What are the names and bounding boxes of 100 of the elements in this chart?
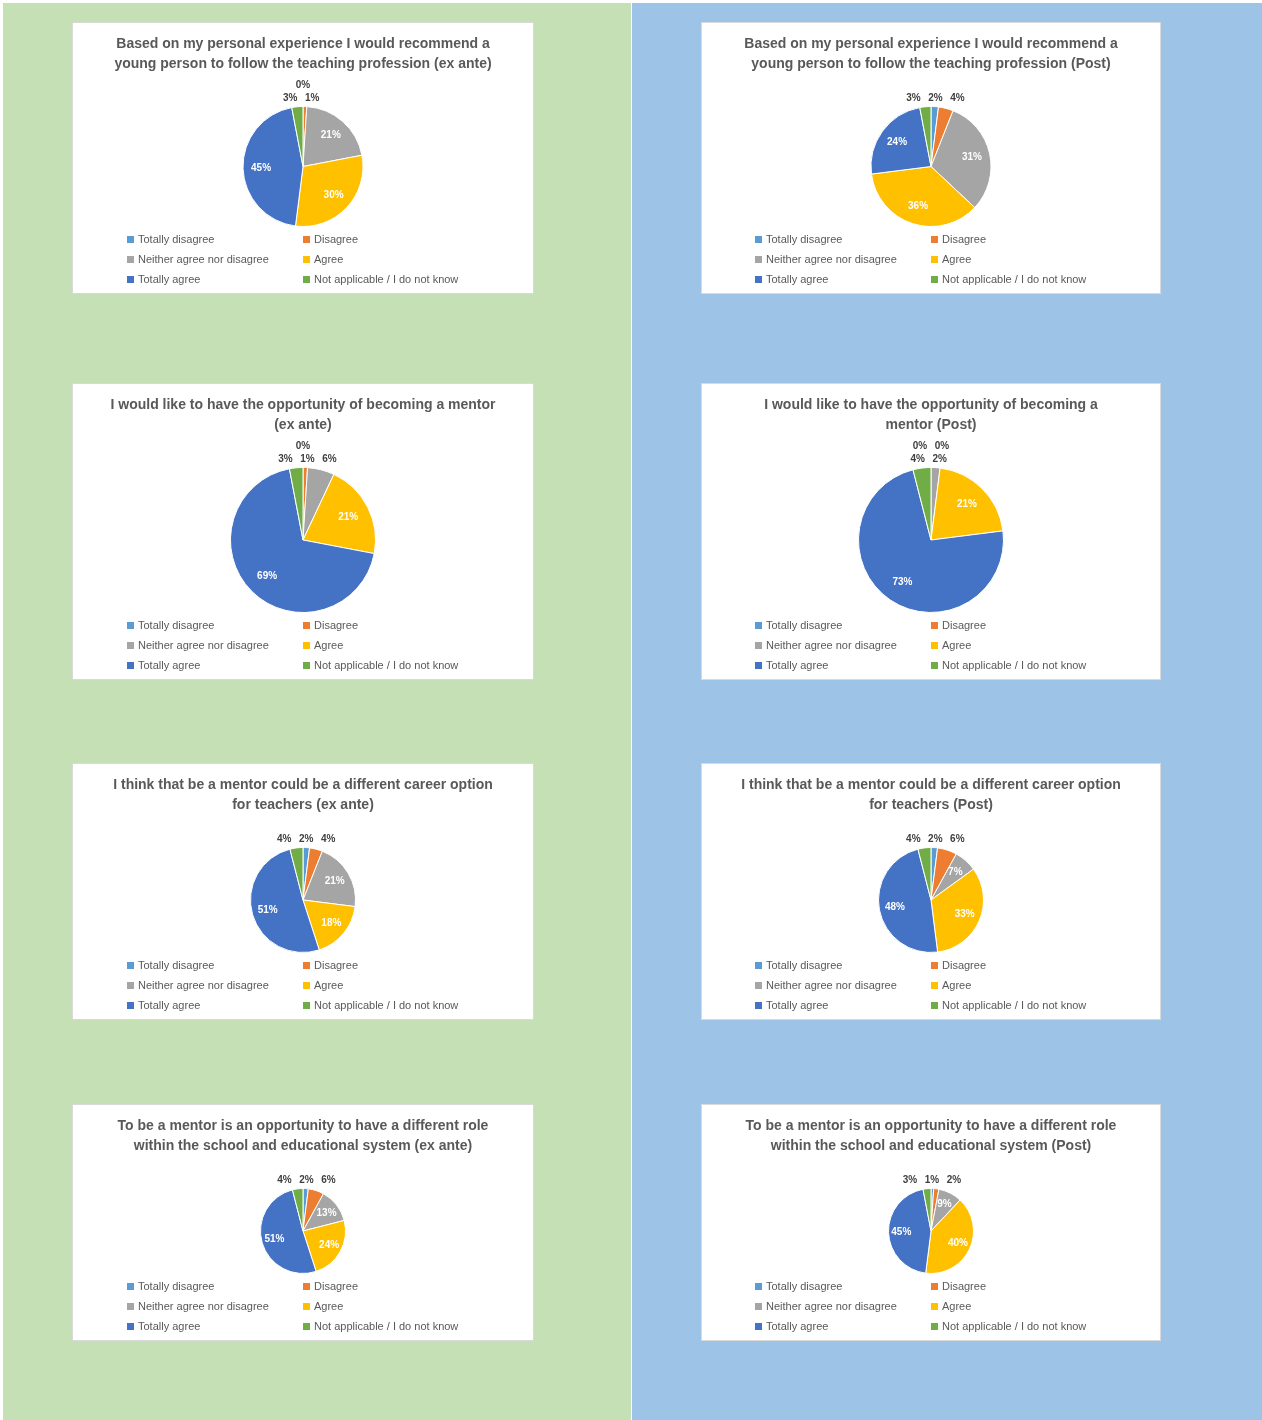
legend-label: Neither agree nor disagree — [137, 639, 270, 651]
chart-title: I would like to have the opportunity of becoming a mentor (ex ante) — [109, 395, 497, 434]
data-label: 1% — [304, 92, 320, 104]
legend-label: Agree — [941, 253, 973, 265]
legend-label: Disagree — [941, 233, 988, 245]
legend-label: Totally disagree — [765, 233, 844, 245]
data-label: 3% — [278, 453, 293, 465]
legend-label: Totally agree — [765, 273, 830, 285]
data-label: 24% — [887, 135, 908, 147]
legend-label: Not applicable / I do not know — [941, 999, 1088, 1011]
legend-label: Neither agree nor disagree — [765, 253, 898, 265]
legend-label: Totally agree — [765, 999, 830, 1011]
data-label: 2% — [299, 833, 314, 845]
data-label: 36% — [908, 200, 929, 212]
data-label: 21% — [324, 875, 345, 887]
data-label: 73% — [892, 575, 913, 587]
legend-label: Disagree — [941, 959, 988, 971]
data-label: 48% — [884, 900, 906, 912]
data-label: 21% — [956, 497, 977, 509]
legend-label: Agree — [941, 639, 973, 651]
legend-label: Not applicable / I do not know — [313, 999, 460, 1011]
data-label: 6% — [321, 1174, 336, 1186]
chart-title: I think that be a mentor could be a different career option for teachers (Post) — [740, 775, 1122, 814]
legend-label: Neither agree nor disagree — [765, 1300, 898, 1312]
data-label: 31% — [961, 151, 983, 163]
data-label: 2% — [299, 1174, 314, 1186]
data-label: 7% — [948, 866, 963, 878]
legend-label: Totally agree — [137, 999, 202, 1011]
legend-label: Disagree — [941, 1280, 988, 1292]
data-label: 18% — [321, 917, 342, 929]
legend-label: Totally agree — [137, 659, 202, 671]
legend-label: Neither agree nor disagree — [137, 253, 270, 265]
legend-label: Agree — [313, 639, 345, 651]
data-label: 4% — [321, 833, 336, 845]
data-label: 3% — [902, 1174, 918, 1186]
chart-title: Based on my personal experience I would recommend a young person to follow the teaching profession (Post) — [743, 34, 1119, 73]
legend-label: Neither agree nor disagree — [137, 1300, 270, 1312]
legend-label: Agree — [941, 1300, 973, 1312]
legend-label: Agree — [313, 979, 345, 991]
legend-label: Totally disagree — [137, 619, 216, 631]
text: 0% — [934, 440, 950, 452]
data-label: 51% — [257, 904, 278, 915]
data-label: 45% — [251, 161, 272, 173]
data-label: 4% — [277, 1174, 292, 1186]
legend-label: Totally disagree — [137, 1280, 216, 1292]
chart-title: To be a mentor is an opportunity to have a different role within the school and educational system (ex ante) — [116, 1116, 490, 1155]
legend-label: Totally agree — [137, 1320, 202, 1332]
data-label: 21% — [320, 128, 341, 140]
legend-label: Not applicable / I do not know — [313, 659, 460, 671]
legend-label: Neither agree nor disagree — [137, 979, 270, 991]
text: 0% — [295, 79, 311, 91]
legend-label: Agree — [313, 253, 345, 265]
data-label: 33% — [954, 908, 975, 920]
data-label: 1% — [924, 1174, 940, 1186]
data-label: 69% — [257, 569, 278, 581]
data-label: 4% — [950, 92, 965, 104]
chart-title: I would like to have the opportunity of becoming a mentor (Post) — [763, 395, 1099, 434]
data-label: 2% — [928, 833, 943, 845]
legend-label: Totally disagree — [137, 959, 216, 971]
legend-label: Neither agree nor disagree — [765, 639, 898, 651]
chart-title: To be a mentor is an opportunity to have a different role within the school and educational system (Post) — [744, 1116, 1118, 1155]
data-label: 9% — [937, 1198, 952, 1210]
data-label: 4% — [906, 833, 921, 845]
legend-label: Disagree — [941, 619, 988, 631]
data-label: 3% — [906, 92, 921, 104]
data-label: 21% — [338, 510, 359, 522]
legend-label: Totally disagree — [765, 1280, 844, 1292]
data-label: 30% — [323, 189, 344, 200]
data-label: 2% — [932, 453, 948, 465]
data-label: 6% — [950, 833, 965, 845]
legend-label: Totally disagree — [765, 959, 844, 971]
data-label: 6% — [322, 453, 337, 465]
legend-label: Agree — [941, 979, 973, 991]
legend-label: Totally disagree — [137, 233, 216, 245]
legend-label: Not applicable / I do not know — [313, 1320, 460, 1332]
legend-label: Agree — [313, 1300, 345, 1312]
data-label: 51% — [264, 1233, 285, 1245]
legend-label: Neither agree nor disagree — [765, 979, 898, 991]
legend-label: Not applicable / I do not know — [313, 273, 460, 285]
data-label: 3% — [282, 92, 298, 104]
legend-label: Not applicable / I do not know — [941, 273, 1088, 285]
data-label: 40% — [947, 1237, 969, 1249]
legend-label: Not applicable / I do not know — [941, 659, 1088, 671]
legend-label: Not applicable / I do not know — [941, 1320, 1088, 1332]
data-label: 2% — [946, 1174, 962, 1186]
legend-label: Disagree — [313, 1280, 360, 1292]
data-label: 45% — [891, 1225, 912, 1237]
data-label: 24% — [319, 1239, 340, 1251]
data-label: 4% — [910, 453, 926, 465]
data-label: 2% — [928, 92, 943, 104]
legend-label: Totally agree — [137, 273, 202, 285]
chart-title: Based on my personal experience I would recommend a young person to follow the teaching profession (ex ante) — [113, 34, 493, 73]
data-label: 1% — [300, 453, 315, 465]
data-label: 13% — [316, 1206, 337, 1218]
text: 0% — [295, 440, 311, 452]
legend-label: Disagree — [313, 619, 360, 631]
legend-label: Totally disagree — [765, 619, 844, 631]
data-label: 4% — [277, 833, 292, 845]
legend-label: Totally agree — [765, 1320, 830, 1332]
legend-label: Disagree — [313, 959, 360, 971]
